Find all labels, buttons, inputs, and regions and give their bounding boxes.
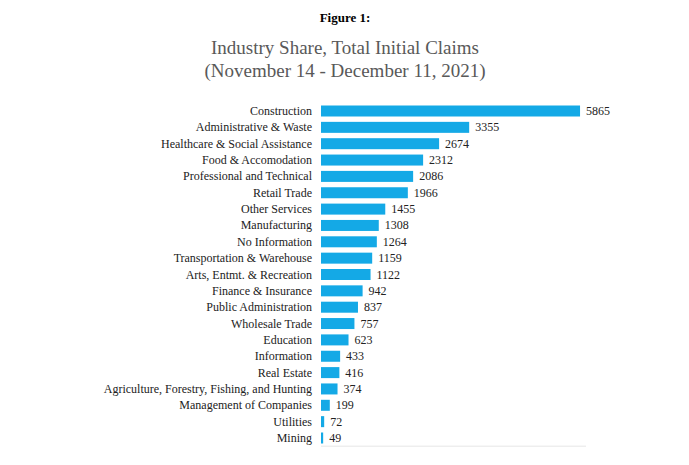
- bar: [321, 204, 385, 215]
- data-label: 942: [369, 284, 387, 298]
- data-label: 72: [330, 415, 342, 429]
- category-label: Information: [255, 349, 312, 363]
- bar: [321, 318, 354, 329]
- bar: [321, 416, 324, 427]
- bar: [321, 171, 413, 182]
- bar: [321, 187, 408, 198]
- data-label: 2674: [445, 137, 469, 151]
- bars: [321, 106, 580, 444]
- category-label: Education: [263, 333, 312, 347]
- category-label: Retail Trade: [253, 186, 312, 200]
- bar: [321, 269, 371, 280]
- data-label: 757: [360, 317, 378, 331]
- category-label: Wholesale Trade: [231, 317, 312, 331]
- category-label: Finance & Insurance: [212, 284, 312, 298]
- category-label: Construction: [250, 104, 312, 118]
- category-label: Agriculture, Forestry, Fishing, and Hunt…: [104, 382, 312, 396]
- category-label: Public Administration: [206, 300, 312, 314]
- data-label: 374: [344, 382, 362, 396]
- category-label: Transportation & Warehouse: [174, 251, 312, 265]
- data-label: 1159: [378, 251, 402, 265]
- category-label: Utilities: [273, 415, 312, 429]
- data-label: 199: [336, 398, 354, 412]
- data-label: 837: [364, 300, 382, 314]
- category-label: Other Services: [241, 202, 312, 216]
- labels: Construction 5865 Administrative & Waste 33…: [104, 104, 610, 445]
- bar: [321, 253, 372, 264]
- category-label: Mining: [277, 431, 312, 445]
- x-axis-line: [321, 446, 586, 447]
- data-label: 1308: [385, 218, 409, 232]
- category-label: Professional and Technical: [183, 169, 313, 183]
- data-label: 1264: [383, 235, 407, 249]
- data-label: 3355: [475, 120, 499, 134]
- data-label: 623: [355, 333, 373, 347]
- category-label: Food & Accomodation: [202, 153, 312, 167]
- category-label: Arts, Entmt. & Recreation: [186, 268, 312, 282]
- bar: [321, 220, 379, 231]
- bar: [321, 122, 469, 133]
- category-label: Manufacturing: [241, 218, 312, 232]
- data-label: 2086: [419, 169, 443, 183]
- category-label: Real Estate: [258, 366, 312, 380]
- data-label: 5865: [586, 104, 610, 118]
- bar: [321, 400, 330, 411]
- data-label: 416: [345, 366, 363, 380]
- bar: [321, 236, 377, 247]
- figure-label: Figure 1:: [320, 10, 371, 25]
- category-label: Management of Companies: [179, 398, 312, 412]
- data-label: 1966: [414, 186, 438, 200]
- bar: [321, 351, 340, 362]
- bar: [321, 383, 338, 394]
- bar: [321, 106, 580, 117]
- category-label: Healthcare & Social Assistance: [161, 137, 312, 151]
- data-label: 2312: [429, 153, 453, 167]
- category-label: Administrative & Waste: [196, 120, 312, 134]
- data-label: 49: [329, 431, 341, 445]
- bar: [321, 302, 358, 313]
- chart: Figure 1: Industry Share, Total Initial C…: [0, 0, 689, 465]
- bar: [321, 285, 363, 296]
- category-label: No Information: [237, 235, 312, 249]
- title: Industry Share, Total Initial Claims: [211, 37, 479, 58]
- bar: [321, 138, 439, 149]
- data-label: 1122: [377, 268, 401, 282]
- bar: [321, 433, 323, 444]
- data-label: 433: [346, 349, 364, 363]
- data-label: 1455: [391, 202, 415, 216]
- bar: [321, 367, 339, 378]
- bar: [321, 334, 349, 345]
- subtitle: (November 14 - December 11, 2021): [204, 60, 485, 82]
- bar: [321, 155, 423, 166]
